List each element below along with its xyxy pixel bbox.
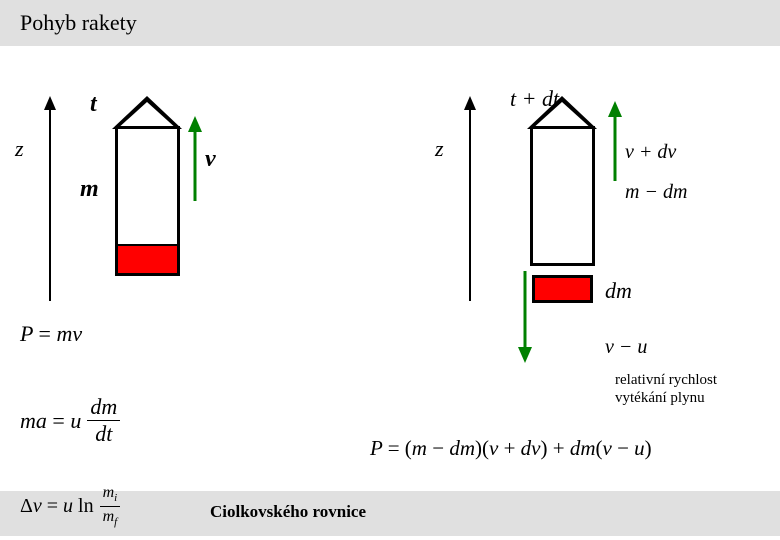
vu-label: v − u: [605, 336, 647, 359]
v-label-left: v: [205, 146, 216, 173]
force-den: dt: [87, 421, 120, 445]
z-label-right: z: [435, 136, 444, 162]
t-label-left: t: [90, 91, 97, 118]
diagram-content: z t m v P = mv z t + dt: [0, 46, 780, 536]
mdm-label: m − dm: [625, 181, 687, 204]
rocket-body-right: [530, 126, 595, 266]
fuel-left: [118, 246, 177, 273]
z-label-left: z: [15, 136, 24, 162]
momentum-left: P = mv: [20, 321, 82, 347]
rocket-left: [115, 126, 180, 276]
z-axis-left: [40, 96, 60, 306]
momentum-right-eq: P = (m − dm)(v + dv) + dm(v − u): [370, 436, 652, 461]
title-bar: Pohyb rakety: [0, 0, 780, 46]
m-label-left: m: [80, 176, 99, 203]
rocket-right: [530, 126, 595, 266]
rel-note: relativní rychlost vytékání plynu: [615, 371, 717, 407]
z-axis-right: [460, 96, 480, 306]
vdv-label: v + dv: [625, 141, 676, 164]
rel-note-line2: vytékání plynu: [615, 389, 717, 407]
dm-label: dm: [605, 278, 632, 304]
page-title: Pohyb rakety: [20, 10, 137, 35]
rel-note-line1: relativní rychlost: [615, 371, 717, 389]
tsiolkovsky-eq: Δv = u ln mi mf: [20, 485, 120, 528]
ejected-mass: [535, 278, 590, 300]
vu-arrow: [515, 271, 535, 366]
vdv-arrow: [605, 101, 625, 186]
v-arrow-left: [185, 116, 205, 206]
ciolkov-caption: Ciolkovského rovnice: [210, 502, 366, 522]
force-eq: ma = u dm dt: [20, 396, 120, 445]
force-num: dm: [87, 396, 120, 421]
